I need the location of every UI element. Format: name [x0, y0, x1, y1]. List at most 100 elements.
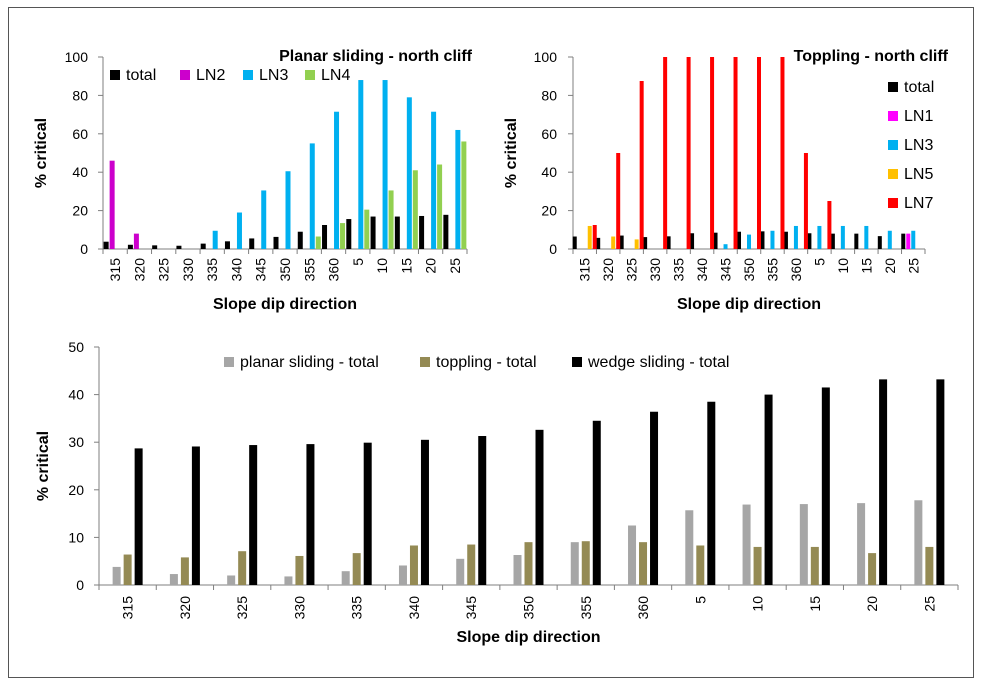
bar-ln3 [382, 80, 388, 249]
legend-label: LN3 [259, 67, 288, 84]
bar-toppling-total [409, 545, 418, 585]
bar-total [176, 245, 182, 249]
bar-ln3 [285, 171, 291, 249]
x-tick-label: 10 [750, 596, 766, 612]
bar-planar-sliding-total [456, 558, 465, 585]
bar-ln7 [780, 57, 785, 249]
bar-ln3 [261, 190, 267, 249]
bar-planar-sliding-total [742, 504, 751, 585]
legend-label: wedge sliding - total [587, 354, 729, 371]
legend-swatch [224, 357, 234, 367]
bar-planar-sliding-total [341, 571, 350, 585]
bar-total [443, 214, 449, 249]
x-tick-label: 340 [228, 258, 244, 282]
bar-toppling-total [639, 542, 648, 585]
y-tick-label: 40 [72, 164, 88, 180]
bar-total [643, 237, 648, 249]
bar-total [830, 233, 835, 249]
x-tick-label: 335 [349, 596, 365, 620]
bar-total [690, 233, 695, 249]
bar-total [713, 232, 718, 249]
bar-ln3 [723, 244, 728, 249]
bar-total [394, 216, 400, 249]
legend-label: LN1 [904, 108, 933, 125]
legend-label: LN2 [196, 67, 225, 84]
bar-wedge-sliding-total [478, 436, 487, 585]
legend-label: total [904, 79, 934, 96]
legend-label: LN3 [904, 137, 933, 154]
x-tick-label: 335 [671, 258, 687, 282]
bar-total [273, 236, 279, 249]
x-tick-label: 25 [447, 258, 463, 274]
bar-ln4 [412, 170, 418, 249]
y-axis-title: % critical [33, 118, 50, 188]
bar-total [901, 233, 906, 249]
x-tick-label: 320 [177, 596, 193, 620]
x-tick-label: 340 [406, 596, 422, 620]
bar-wedge-sliding-total [936, 379, 945, 585]
bar-ln2 [133, 233, 139, 249]
bar-wedge-sliding-total [879, 379, 888, 585]
bar-ln3 [236, 212, 242, 249]
bar-total [807, 233, 812, 249]
legend-swatch [888, 82, 898, 92]
bar-total [370, 216, 376, 249]
bar-wedge-sliding-total [592, 420, 601, 585]
x-tick-label: 320 [131, 258, 147, 282]
x-tick-label: 5 [692, 596, 708, 604]
y-tick-label: 20 [68, 482, 84, 498]
x-tick-label: 20 [423, 258, 439, 274]
legend-label: LN5 [904, 166, 933, 183]
bar-total [666, 236, 671, 249]
chart-2: 0 20 40 60 80 100 315 320 325 330 335 340 345 350 355 3… [503, 48, 949, 313]
x-tick-label: 345 [718, 258, 734, 282]
x-tick-label: 315 [107, 258, 123, 282]
bar-ln7 [757, 57, 761, 249]
bar-ln3 [887, 230, 892, 249]
bar-ln5 [634, 239, 639, 249]
legend-swatch [888, 198, 898, 208]
bar-planar-sliding-total [227, 575, 236, 585]
bar-total [297, 231, 303, 249]
x-tick-label: 20 [864, 596, 880, 612]
bar-wedge-sliding-total [764, 394, 773, 585]
bar-ln3 [840, 225, 845, 249]
y-tick-label: 50 [68, 339, 84, 355]
bar-ln3 [212, 230, 218, 249]
bar-wedge-sliding-total [134, 448, 143, 585]
bar-total [619, 235, 624, 249]
bar-total [152, 245, 158, 249]
bar-ln3 [864, 225, 869, 249]
x-tick-label: 330 [180, 258, 196, 282]
chart-3: 0 10 20 30 40 50 315 320 325 330 335 340 345 350 355 36… [35, 339, 959, 646]
x-tick-label: 350 [521, 596, 537, 620]
bar-ln3 [793, 225, 798, 249]
y-tick-label: 20 [72, 203, 88, 219]
x-tick-label: 315 [120, 596, 136, 620]
bar-wedge-sliding-total [191, 446, 200, 585]
legend-swatch [888, 140, 898, 150]
y-tick-label: 100 [65, 49, 89, 65]
x-tick-label: 355 [764, 258, 780, 282]
x-tick-label: 325 [624, 258, 640, 282]
x-tick-label: 15 [398, 258, 414, 274]
bar-toppling-total [180, 557, 189, 585]
x-tick-label: 355 [578, 596, 594, 620]
bar-planar-sliding-total [112, 566, 121, 585]
bar-ln7 [639, 81, 644, 249]
x-tick-label: 360 [635, 596, 651, 620]
y-axis-title: % critical [503, 118, 520, 188]
bar-ln7 [616, 153, 621, 249]
bar-toppling-total [696, 545, 705, 585]
bar-ln7 [592, 225, 597, 249]
x-tick-label: 330 [647, 258, 663, 282]
bar-total [249, 238, 255, 249]
x-tick-label: 25 [905, 258, 921, 274]
bar-ln3 [334, 111, 340, 249]
bar-ln7 [733, 57, 738, 249]
x-tick-label: 350 [277, 258, 293, 282]
legend-swatch [888, 111, 898, 121]
bar-wedge-sliding-total [707, 401, 716, 585]
x-axis-title: Slope dip direction [677, 296, 821, 313]
bar-total [877, 236, 882, 249]
